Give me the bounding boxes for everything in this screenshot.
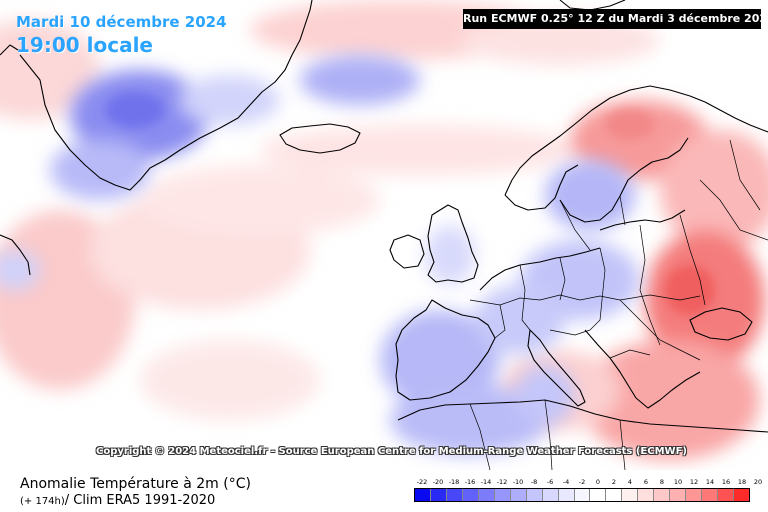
legend-swatch [446, 489, 463, 501]
map-subtitle: (+ 174h)/ Clim ERA5 1991-2020 [20, 493, 215, 508]
legend-tick: 0 [595, 478, 601, 486]
legend-bar [414, 488, 750, 502]
legend-swatch [415, 489, 431, 501]
legend-swatch [462, 489, 479, 501]
legend-tick: 12 [689, 478, 699, 486]
climatology-label: / Clim ERA5 1991-2020 [64, 493, 216, 508]
legend-tick: 8 [659, 478, 665, 486]
legend-swatch [654, 489, 671, 501]
legend-tick: -14 [480, 478, 492, 486]
legend-tick: -22 [416, 478, 428, 486]
legend-tick: -4 [562, 478, 570, 486]
legend-swatch [558, 489, 575, 501]
legend-swatch [542, 489, 559, 501]
legend-tick: 20 [753, 478, 763, 486]
color-legend: -22 -20 -18 -16 -14 -12 -10 -8 -6 -4 -2 0 2 4 6 8 10 12 14… [414, 478, 762, 502]
map-footer: Anomalie Température à 2m (°C) (+ 174h)/… [0, 470, 768, 512]
legend-tick: -20 [432, 478, 444, 486]
legend-tick: 14 [705, 478, 715, 486]
legend-ticks: -22 -20 -18 -16 -14 -12 -10 -8 -6 -4 -2 0 2 4 6 8 10 12 14… [414, 478, 762, 488]
legend-swatch [526, 489, 543, 501]
forecast-time: 19:00 locale [16, 33, 153, 57]
legend-tick: -16 [464, 478, 476, 486]
legend-swatch [718, 489, 735, 501]
legend-tick: -6 [546, 478, 554, 486]
model-run-label: Run ECMWF 0.25° 12 Z du Mardi 3 décembre… [463, 9, 768, 29]
legend-tick: -2 [578, 478, 586, 486]
legend-swatch [494, 489, 511, 501]
legend-swatch [590, 489, 607, 501]
legend-tick: 6 [643, 478, 649, 486]
legend-tick: 10 [673, 478, 683, 486]
legend-tick: -8 [530, 478, 538, 486]
legend-swatch [702, 489, 719, 501]
legend-swatch [606, 489, 623, 501]
copyright-notice: Copyright © 2024 Meteociel.fr - Source E… [96, 446, 687, 457]
legend-tick: 16 [721, 478, 731, 486]
legend-tick: 2 [611, 478, 617, 486]
lead-time: (+ 174h) [20, 496, 65, 507]
legend-tick: -12 [496, 478, 508, 486]
legend-swatch [510, 489, 527, 501]
forecast-date: Mardi 10 décembre 2024 [16, 13, 227, 31]
coastlines [0, 0, 768, 433]
map-title: Anomalie Température à 2m (°C) [20, 476, 251, 492]
legend-tick: 18 [737, 478, 747, 486]
anomaly-map [0, 0, 768, 470]
legend-swatch [478, 489, 495, 501]
borders [469, 139, 768, 470]
legend-swatch [638, 489, 655, 501]
legend-swatch [670, 489, 687, 501]
legend-tick: -10 [512, 478, 524, 486]
legend-tick: -18 [448, 478, 460, 486]
legend-swatch [430, 489, 447, 501]
legend-swatch [686, 489, 703, 501]
legend-tick: 4 [627, 478, 633, 486]
legend-swatch [622, 489, 639, 501]
legend-swatch [574, 489, 591, 501]
legend-swatch [734, 489, 750, 501]
